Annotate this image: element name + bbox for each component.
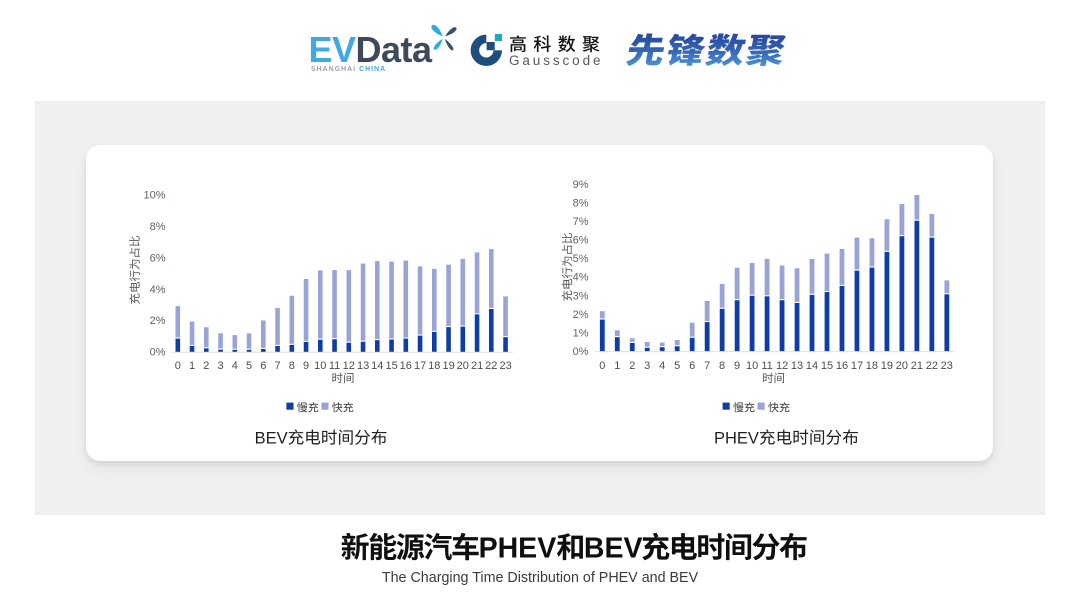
svg-text:4: 4 (232, 360, 238, 372)
svg-text:17: 17 (851, 360, 863, 372)
svg-text:2: 2 (629, 360, 635, 372)
svg-text:PHEV: PHEV (479, 533, 557, 565)
svg-text:23: 23 (941, 360, 953, 372)
svg-text:8%: 8% (573, 197, 589, 209)
svg-text:18: 18 (428, 360, 440, 372)
svg-text:6%: 6% (573, 235, 589, 247)
svg-text:13: 13 (357, 360, 369, 372)
svg-text:22: 22 (926, 360, 938, 372)
svg-text:7: 7 (704, 360, 710, 372)
svg-text:0: 0 (175, 360, 181, 372)
svg-text:5%: 5% (573, 253, 589, 265)
svg-text:BEV: BEV (255, 429, 288, 447)
svg-text:PHEV: PHEV (714, 429, 759, 447)
svg-text:0%: 0% (150, 347, 166, 359)
svg-text:6%: 6% (150, 252, 166, 264)
svg-text:4: 4 (659, 360, 665, 372)
svg-text:15: 15 (821, 360, 833, 372)
svg-text:19: 19 (881, 360, 893, 372)
svg-text:19: 19 (442, 360, 454, 372)
svg-text:16: 16 (400, 360, 412, 372)
svg-text:10%: 10% (143, 189, 165, 201)
svg-text:0: 0 (599, 360, 605, 372)
svg-text:8: 8 (289, 360, 295, 372)
svg-text:10: 10 (314, 360, 326, 372)
svg-text:7: 7 (275, 360, 281, 372)
svg-text:8%: 8% (150, 221, 166, 233)
svg-text:9: 9 (734, 360, 740, 372)
svg-text:17: 17 (414, 360, 426, 372)
svg-text:5: 5 (246, 360, 252, 372)
svg-text:20: 20 (457, 360, 469, 372)
svg-text:15: 15 (385, 360, 397, 372)
svg-text:4%: 4% (573, 272, 589, 284)
svg-text:13: 13 (791, 360, 803, 372)
svg-text:6: 6 (689, 360, 695, 372)
svg-text:3: 3 (218, 360, 224, 372)
svg-text:3%: 3% (573, 290, 589, 302)
svg-text:6: 6 (260, 360, 266, 372)
svg-text:7%: 7% (573, 216, 589, 228)
svg-text:5: 5 (674, 360, 680, 372)
svg-text:12: 12 (343, 360, 355, 372)
svg-text:21: 21 (911, 360, 923, 372)
svg-text:1: 1 (614, 360, 620, 372)
svg-text:16: 16 (836, 360, 848, 372)
svg-text:12: 12 (776, 360, 788, 372)
svg-text:1: 1 (189, 360, 195, 372)
svg-text:18: 18 (866, 360, 878, 372)
svg-text:1%: 1% (573, 327, 589, 339)
svg-text:9%: 9% (573, 179, 589, 191)
svg-text:11: 11 (329, 360, 340, 372)
svg-text:2: 2 (203, 360, 209, 372)
svg-text:22: 22 (485, 360, 497, 372)
svg-text:21: 21 (471, 360, 483, 372)
svg-text:4%: 4% (150, 284, 166, 296)
svg-text:9: 9 (303, 360, 309, 372)
svg-text:2%: 2% (573, 309, 589, 321)
svg-text:10: 10 (746, 360, 758, 372)
svg-text:0%: 0% (573, 346, 589, 358)
svg-text:14: 14 (806, 360, 818, 372)
svg-text:2%: 2% (150, 315, 166, 327)
svg-text:11: 11 (761, 360, 772, 372)
svg-text:BEV: BEV (584, 533, 643, 565)
svg-text:3: 3 (644, 360, 650, 372)
svg-text:14: 14 (371, 360, 383, 372)
svg-text:8: 8 (719, 360, 725, 372)
svg-text:20: 20 (896, 360, 908, 372)
svg-text:23: 23 (499, 360, 511, 372)
